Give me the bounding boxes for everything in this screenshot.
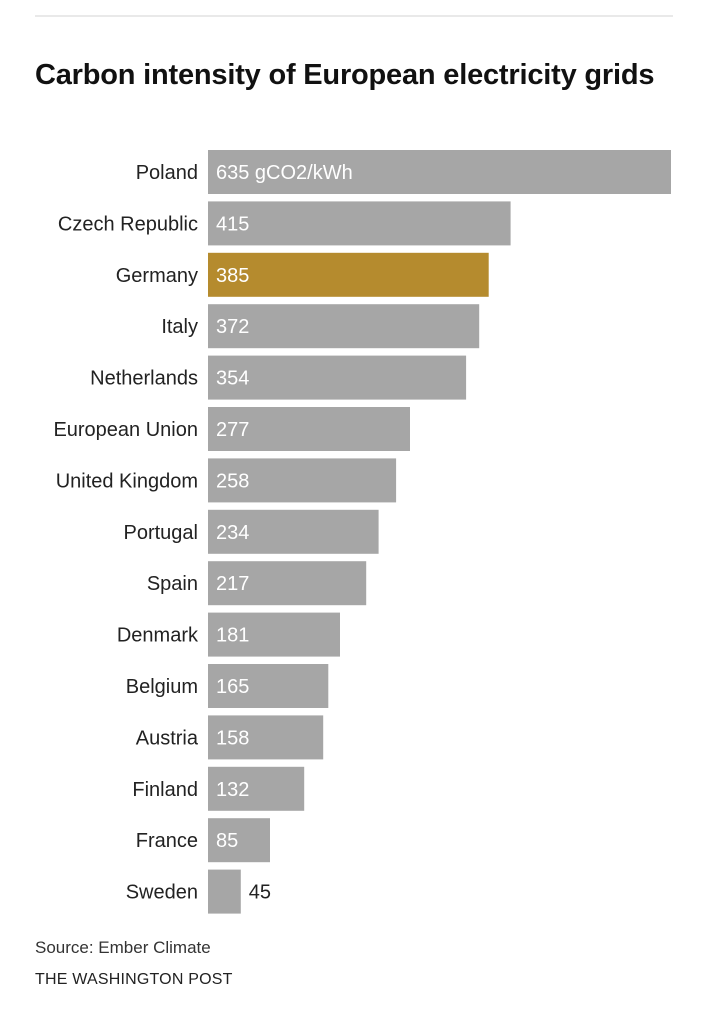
- bar-italy: [208, 304, 480, 349]
- value-label-poland: 635 gCO2/kWh: [216, 162, 353, 184]
- bar-belgium: [208, 664, 329, 708]
- chart-title: Carbon intensity of European electricity…: [35, 59, 655, 91]
- value-label-finland: 132: [216, 779, 249, 801]
- category-label-denmark: Denmark: [117, 625, 199, 647]
- value-label-france: 85: [216, 830, 238, 852]
- publisher-credit: THE WASHINGTON POST: [35, 971, 233, 988]
- value-label-spain: 217: [216, 573, 249, 595]
- value-label-netherlands: 354: [216, 368, 249, 390]
- value-label-czech-republic: 415: [216, 213, 249, 235]
- bar-germany: [208, 252, 489, 297]
- value-label-european-union: 277: [216, 419, 249, 441]
- category-label-germany: Germany: [116, 265, 198, 287]
- category-label-spain: Spain: [147, 573, 198, 595]
- value-label-belgium: 165: [216, 676, 249, 698]
- category-label-czech-republic: Czech Republic: [58, 213, 198, 235]
- category-label-european-union: European Union: [53, 419, 198, 441]
- bar-united-kingdom: [208, 458, 397, 503]
- bar-sweden: [208, 869, 241, 914]
- category-label-united-kingdom: United Kingdom: [56, 470, 198, 492]
- value-label-austria: 158: [216, 727, 249, 749]
- value-label-sweden: 45: [249, 882, 271, 904]
- value-label-germany: 385: [216, 265, 249, 287]
- bar-denmark: [208, 612, 340, 657]
- category-label-sweden: Sweden: [126, 882, 198, 904]
- category-label-netherlands: Netherlands: [90, 368, 198, 390]
- source-note: Source: Ember Climate: [35, 938, 211, 957]
- value-label-denmark: 181: [216, 625, 249, 647]
- top-divider: [35, 15, 673, 17]
- bar-netherlands: [208, 355, 467, 400]
- value-label-united-kingdom: 258: [216, 470, 249, 492]
- category-label-austria: Austria: [136, 727, 199, 749]
- bar-austria: [208, 715, 324, 760]
- category-label-portugal: Portugal: [124, 522, 199, 544]
- category-label-france: France: [136, 830, 198, 852]
- category-label-italy: Italy: [161, 316, 198, 338]
- category-label-poland: Poland: [136, 162, 198, 184]
- bar-finland: [208, 766, 305, 811]
- value-label-italy: 372: [216, 316, 249, 338]
- bar-european-union: [208, 407, 410, 451]
- bar-czech-republic: [208, 201, 511, 246]
- bar-poland: [208, 150, 671, 194]
- bar-spain: [208, 561, 367, 606]
- bar-portugal: [208, 509, 379, 554]
- category-label-belgium: Belgium: [126, 676, 198, 698]
- category-label-finland: Finland: [132, 779, 198, 801]
- value-label-portugal: 234: [216, 522, 249, 544]
- bar-france: [208, 818, 270, 863]
